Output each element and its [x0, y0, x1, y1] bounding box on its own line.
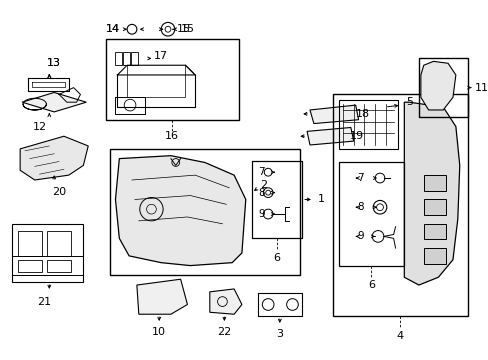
Text: 8: 8 — [357, 202, 363, 212]
Polygon shape — [20, 136, 88, 180]
Bar — [18, 230, 41, 256]
Text: 4: 4 — [396, 330, 403, 341]
Bar — [131, 51, 138, 65]
Polygon shape — [306, 127, 353, 145]
Bar — [423, 224, 445, 239]
Text: 16: 16 — [164, 131, 179, 141]
Bar — [18, 260, 41, 273]
Text: 13: 13 — [47, 58, 61, 68]
Bar — [105, 39, 239, 120]
Text: 5: 5 — [405, 97, 412, 107]
Text: 11: 11 — [474, 82, 488, 93]
Text: 10: 10 — [152, 327, 166, 337]
Text: 7: 7 — [357, 173, 363, 183]
Text: 9: 9 — [357, 231, 363, 242]
Bar — [339, 100, 397, 149]
Polygon shape — [137, 279, 187, 314]
Text: 7: 7 — [258, 167, 264, 177]
Bar — [47, 260, 71, 273]
Text: 2: 2 — [259, 180, 266, 190]
Bar — [418, 58, 467, 117]
Polygon shape — [22, 93, 86, 112]
Polygon shape — [404, 102, 459, 285]
Bar — [109, 149, 300, 275]
Polygon shape — [209, 289, 242, 314]
Text: 22: 22 — [217, 327, 231, 337]
Polygon shape — [420, 61, 455, 110]
Text: 20: 20 — [52, 187, 66, 197]
Text: 19: 19 — [349, 131, 363, 141]
Bar — [423, 199, 445, 215]
Text: 14: 14 — [105, 24, 120, 34]
Text: 21: 21 — [37, 297, 51, 307]
Text: 17: 17 — [154, 50, 168, 60]
Bar — [251, 161, 302, 238]
Text: 15: 15 — [176, 24, 190, 34]
Text: 14: 14 — [105, 24, 120, 34]
Bar — [123, 51, 130, 65]
Bar — [12, 256, 83, 275]
Bar — [423, 248, 445, 264]
Text: 3: 3 — [276, 329, 283, 339]
Text: 6: 6 — [273, 253, 280, 263]
Text: 12: 12 — [33, 122, 46, 131]
Bar — [423, 175, 445, 191]
Bar — [333, 94, 467, 316]
Bar — [47, 230, 71, 256]
Bar — [115, 51, 122, 65]
Bar — [258, 293, 302, 316]
Polygon shape — [309, 105, 358, 123]
Text: 6: 6 — [367, 280, 374, 290]
Text: 9: 9 — [258, 209, 264, 219]
Text: 8: 8 — [258, 188, 264, 198]
Text: 1: 1 — [318, 194, 325, 204]
Polygon shape — [115, 156, 245, 266]
Bar — [339, 162, 404, 266]
Text: 13: 13 — [47, 58, 61, 68]
Text: 18: 18 — [355, 109, 369, 119]
Text: 15: 15 — [180, 24, 194, 34]
Bar — [12, 224, 83, 282]
